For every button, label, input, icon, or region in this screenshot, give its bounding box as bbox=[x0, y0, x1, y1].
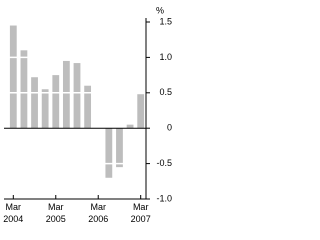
chart: % Mar 2004 Mar 2005 Mar 2006 Mar 2007 1.5 1.0 0.5 0… bbox=[3, 5, 172, 224]
bar bbox=[9, 25, 17, 129]
bar bbox=[105, 128, 113, 178]
bar bbox=[41, 89, 49, 129]
x-tick-label: Mar 2007 bbox=[131, 202, 151, 224]
y-tick-label: 1.0 bbox=[159, 52, 172, 62]
y-tick-label: -1.0 bbox=[156, 193, 172, 203]
bar bbox=[62, 60, 70, 129]
y-unit: % bbox=[156, 5, 164, 15]
bar bbox=[84, 85, 92, 129]
y-tick-label: 1.5 bbox=[159, 16, 172, 26]
bars bbox=[9, 25, 145, 178]
y-tick-label: 0.5 bbox=[159, 87, 172, 97]
bar bbox=[31, 77, 38, 129]
bar bbox=[126, 124, 134, 129]
x-tick-label: Mar 2005 bbox=[46, 202, 66, 224]
y-tick-label: 0 bbox=[167, 123, 172, 133]
bar bbox=[137, 94, 145, 129]
bar bbox=[116, 128, 123, 168]
bar bbox=[52, 75, 60, 129]
y-tick-label: -0.5 bbox=[156, 158, 172, 168]
bar bbox=[73, 63, 81, 129]
x-tick-label: Mar 2006 bbox=[88, 202, 108, 224]
x-tick-label: Mar 2004 bbox=[3, 202, 23, 224]
bar bbox=[20, 50, 28, 129]
